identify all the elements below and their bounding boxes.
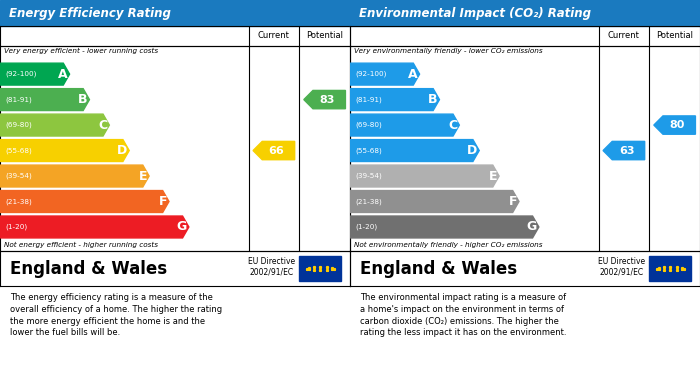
Polygon shape xyxy=(603,142,645,160)
Polygon shape xyxy=(351,140,480,161)
Text: (92-100): (92-100) xyxy=(6,71,36,77)
Text: EU Directive
2002/91/EC: EU Directive 2002/91/EC xyxy=(248,257,295,276)
Polygon shape xyxy=(351,216,539,238)
Text: G: G xyxy=(176,221,187,233)
Polygon shape xyxy=(0,63,69,85)
Text: Energy Efficiency Rating: Energy Efficiency Rating xyxy=(8,7,171,20)
Text: D: D xyxy=(117,144,127,157)
Text: (92-100): (92-100) xyxy=(355,71,386,77)
Polygon shape xyxy=(0,216,189,238)
Polygon shape xyxy=(0,140,130,161)
Text: B: B xyxy=(78,93,88,106)
Text: EU Directive
2002/91/EC: EU Directive 2002/91/EC xyxy=(598,257,645,276)
Polygon shape xyxy=(351,114,459,136)
Polygon shape xyxy=(351,190,519,212)
Text: 66: 66 xyxy=(269,145,284,156)
Text: 83: 83 xyxy=(320,95,335,105)
Polygon shape xyxy=(253,142,295,160)
Text: (81-91): (81-91) xyxy=(355,96,382,103)
Text: England & Wales: England & Wales xyxy=(360,260,517,278)
Polygon shape xyxy=(351,63,419,85)
Text: Potential: Potential xyxy=(306,32,343,41)
Polygon shape xyxy=(304,90,345,109)
Text: The environmental impact rating is a measure of
a home's impact on the environme: The environmental impact rating is a mea… xyxy=(360,293,567,337)
Text: (21-38): (21-38) xyxy=(6,198,32,205)
Text: (69-80): (69-80) xyxy=(355,122,382,128)
Text: Environmental Impact (CO₂) Rating: Environmental Impact (CO₂) Rating xyxy=(358,7,591,20)
Text: 80: 80 xyxy=(670,120,685,130)
Text: (55-68): (55-68) xyxy=(355,147,382,154)
Text: D: D xyxy=(467,144,477,157)
Text: Current: Current xyxy=(258,32,290,41)
Text: F: F xyxy=(509,195,517,208)
Polygon shape xyxy=(0,190,169,212)
Text: 63: 63 xyxy=(619,145,634,156)
Polygon shape xyxy=(351,89,440,111)
Text: A: A xyxy=(58,68,68,81)
Text: (1-20): (1-20) xyxy=(6,224,27,230)
Text: Potential: Potential xyxy=(656,32,693,41)
Polygon shape xyxy=(654,116,695,134)
Text: A: A xyxy=(408,68,418,81)
Text: Not environmentally friendly - higher CO₂ emissions: Not environmentally friendly - higher CO… xyxy=(354,242,542,248)
Text: (81-91): (81-91) xyxy=(6,96,32,103)
Text: C: C xyxy=(448,118,458,131)
Bar xyxy=(650,256,692,281)
Text: Very environmentally friendly - lower CO₂ emissions: Very environmentally friendly - lower CO… xyxy=(354,48,542,54)
Text: E: E xyxy=(489,170,497,183)
Text: (1-20): (1-20) xyxy=(355,224,377,230)
Text: (55-68): (55-68) xyxy=(6,147,32,154)
Text: Not energy efficient - higher running costs: Not energy efficient - higher running co… xyxy=(4,242,158,248)
Polygon shape xyxy=(351,165,499,187)
Text: E: E xyxy=(139,170,147,183)
Text: Current: Current xyxy=(608,32,640,41)
Text: (39-54): (39-54) xyxy=(6,173,32,179)
Text: Very energy efficient - lower running costs: Very energy efficient - lower running co… xyxy=(4,48,158,54)
Text: B: B xyxy=(428,93,438,106)
Text: F: F xyxy=(159,195,167,208)
Text: C: C xyxy=(98,118,108,131)
Text: England & Wales: England & Wales xyxy=(10,260,167,278)
Text: G: G xyxy=(526,221,537,233)
Polygon shape xyxy=(0,165,149,187)
Bar xyxy=(300,256,342,281)
Text: (39-54): (39-54) xyxy=(355,173,382,179)
Text: (69-80): (69-80) xyxy=(6,122,32,128)
Polygon shape xyxy=(0,89,90,111)
Text: (21-38): (21-38) xyxy=(355,198,382,205)
Text: The energy efficiency rating is a measure of the
overall efficiency of a home. T: The energy efficiency rating is a measur… xyxy=(10,293,223,337)
Polygon shape xyxy=(0,114,109,136)
